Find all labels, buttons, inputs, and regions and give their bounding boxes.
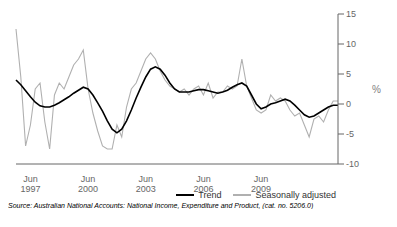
svg-text:10: 10 <box>346 39 356 49</box>
svg-text:0: 0 <box>346 99 351 109</box>
svg-text:%: % <box>372 84 381 95</box>
svg-text:15: 15 <box>346 9 356 19</box>
svg-text:-10: -10 <box>346 159 359 169</box>
svg-text:Jun1997: Jun1997 <box>20 174 40 194</box>
svg-text:Jun2000: Jun2000 <box>78 174 98 194</box>
html-text:Trend: Trend <box>198 190 222 200</box>
html-text:Source: Australian National Ac: Source: Australian National Accounts: Na… <box>8 202 314 209</box>
svg-text:Jun2006: Jun2006 <box>193 174 213 194</box>
svg-text:Jun2003: Jun2003 <box>136 174 156 194</box>
svg-text:5: 5 <box>346 69 351 79</box>
html-text:Seasonally adjusted: Seasonally adjusted <box>255 190 336 200</box>
svg-text:-5: -5 <box>346 129 354 139</box>
svg-text:Jun2009: Jun2009 <box>251 174 271 194</box>
